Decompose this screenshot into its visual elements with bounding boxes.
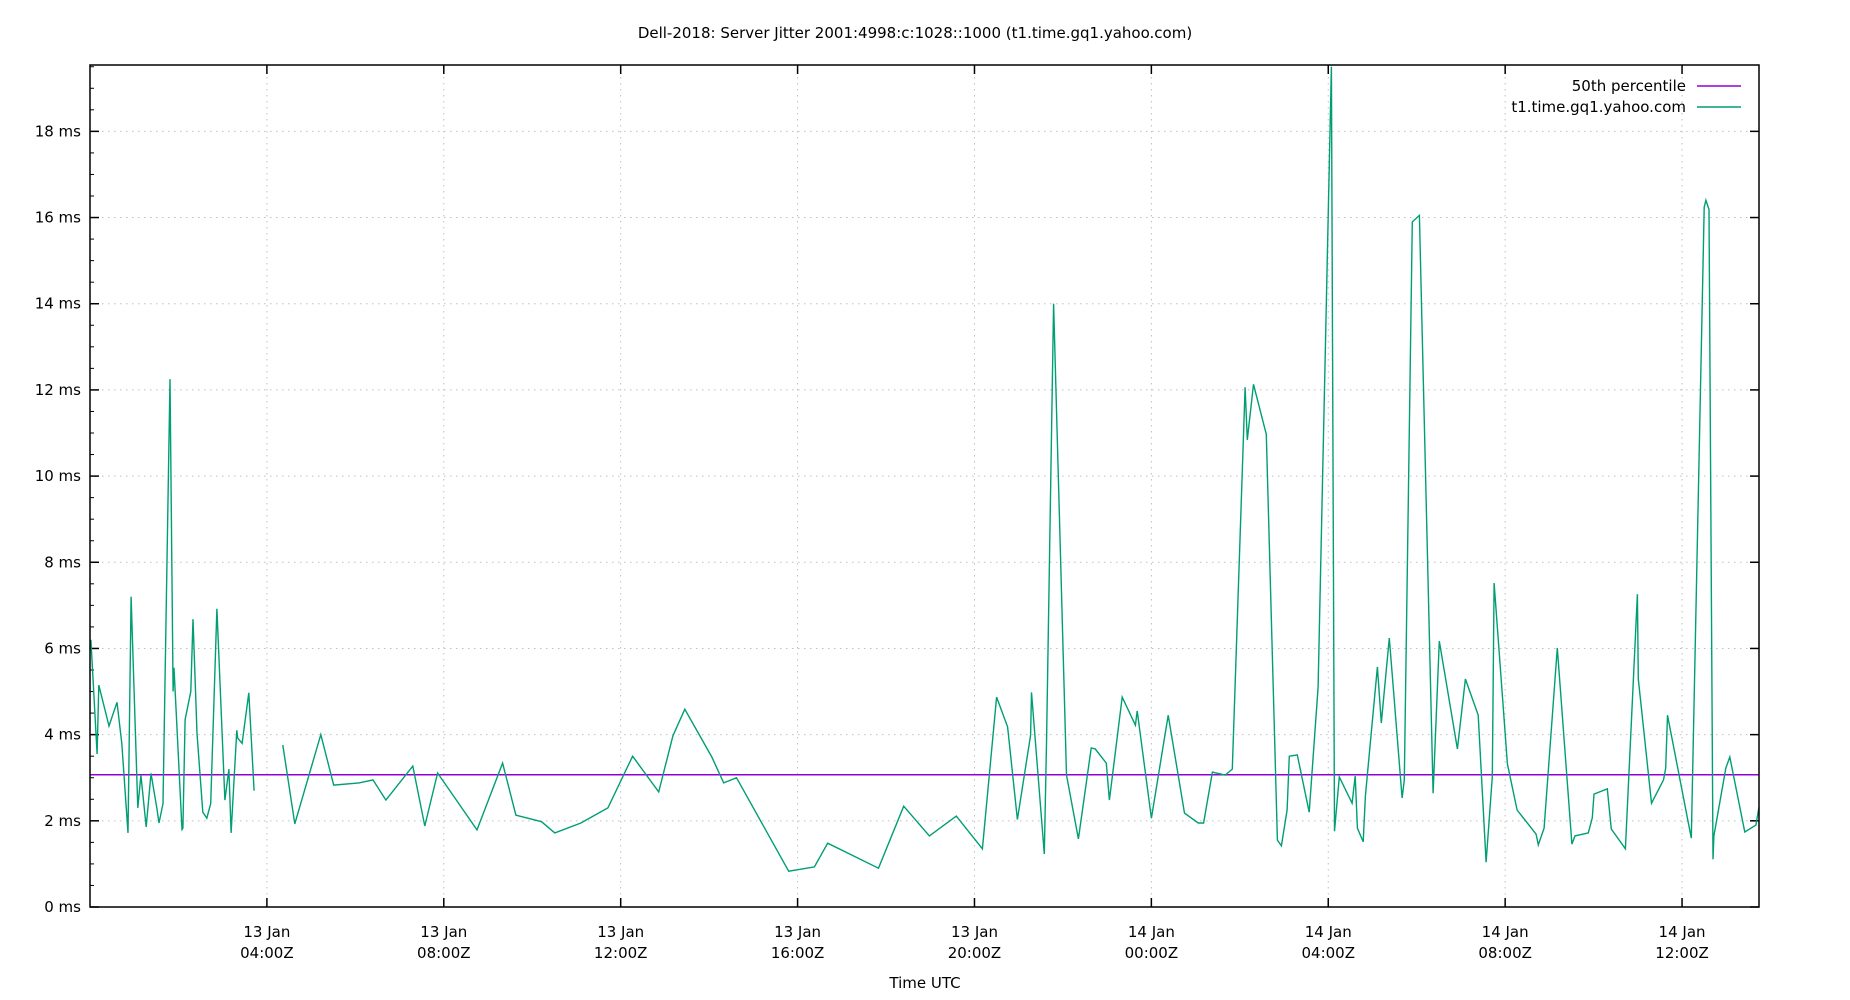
- plot-area-series: [90, 66, 1759, 872]
- y-tick-label: 12 ms: [35, 381, 81, 399]
- y-tick-label: 6 ms: [44, 639, 81, 657]
- y-tick-label: 2 ms: [44, 812, 81, 830]
- y-tick-label: 4 ms: [44, 726, 81, 744]
- y-axis-tick-labels: 0 ms 2 ms 4 ms 6 ms 8 ms 10 ms 12 ms 14 ms 16 ms…: [35, 122, 81, 916]
- legend-label: t1.time.gq1.yahoo.com: [1511, 98, 1686, 116]
- jitter-series-line: [282, 66, 1759, 872]
- x-tick-label-date: 13 Jan: [951, 923, 998, 941]
- x-tick-label-date: 14 Jan: [1128, 923, 1175, 941]
- y-tick-label: 16 ms: [35, 209, 81, 227]
- legend: 50th percentile t1.time.gq1.yahoo.com: [1511, 77, 1741, 116]
- x-tick-label-date: 13 Jan: [774, 923, 821, 941]
- jitter-series-line: [90, 379, 255, 833]
- x-axis-tick-labels: 13 Jan 04:00Z 13 Jan 08:00Z 13 Jan 12:00Z 13 J…: [240, 923, 1709, 962]
- x-tick-label-time: 12:00Z: [1655, 944, 1709, 962]
- y-tick-label: 14 ms: [35, 295, 81, 313]
- x-tick-label-date: 13 Jan: [597, 923, 644, 941]
- gridlines: [90, 65, 1759, 907]
- x-tick-label-time: 04:00Z: [240, 944, 294, 962]
- y-tick-label: 8 ms: [44, 553, 81, 571]
- legend-label: 50th percentile: [1572, 77, 1686, 95]
- plot-border: [89, 64, 1760, 908]
- x-tick-label-time: 08:00Z: [1478, 944, 1532, 962]
- x-tick-label-time: 04:00Z: [1302, 944, 1356, 962]
- y-tick-label: 0 ms: [44, 898, 81, 916]
- y-tick-label: 18 ms: [35, 122, 81, 140]
- chart-title: Dell-2018: Server Jitter 2001:4998:c:102…: [638, 24, 1192, 42]
- x-tick-label-date: 13 Jan: [420, 923, 467, 941]
- x-tick-label-date: 14 Jan: [1305, 923, 1352, 941]
- x-tick-label-time: 12:00Z: [594, 944, 648, 962]
- x-tick-label-time: 00:00Z: [1125, 944, 1179, 962]
- x-tick-label-date: 14 Jan: [1659, 923, 1706, 941]
- axis-ticks: [90, 65, 1759, 908]
- x-tick-label-date: 13 Jan: [243, 923, 290, 941]
- y-tick-label: 10 ms: [35, 467, 81, 485]
- x-tick-label-time: 08:00Z: [417, 944, 471, 962]
- x-tick-label-time: 16:00Z: [771, 944, 825, 962]
- x-tick-label-date: 14 Jan: [1482, 923, 1529, 941]
- x-axis-label: Time UTC: [888, 974, 960, 992]
- x-tick-label-time: 20:00Z: [948, 944, 1002, 962]
